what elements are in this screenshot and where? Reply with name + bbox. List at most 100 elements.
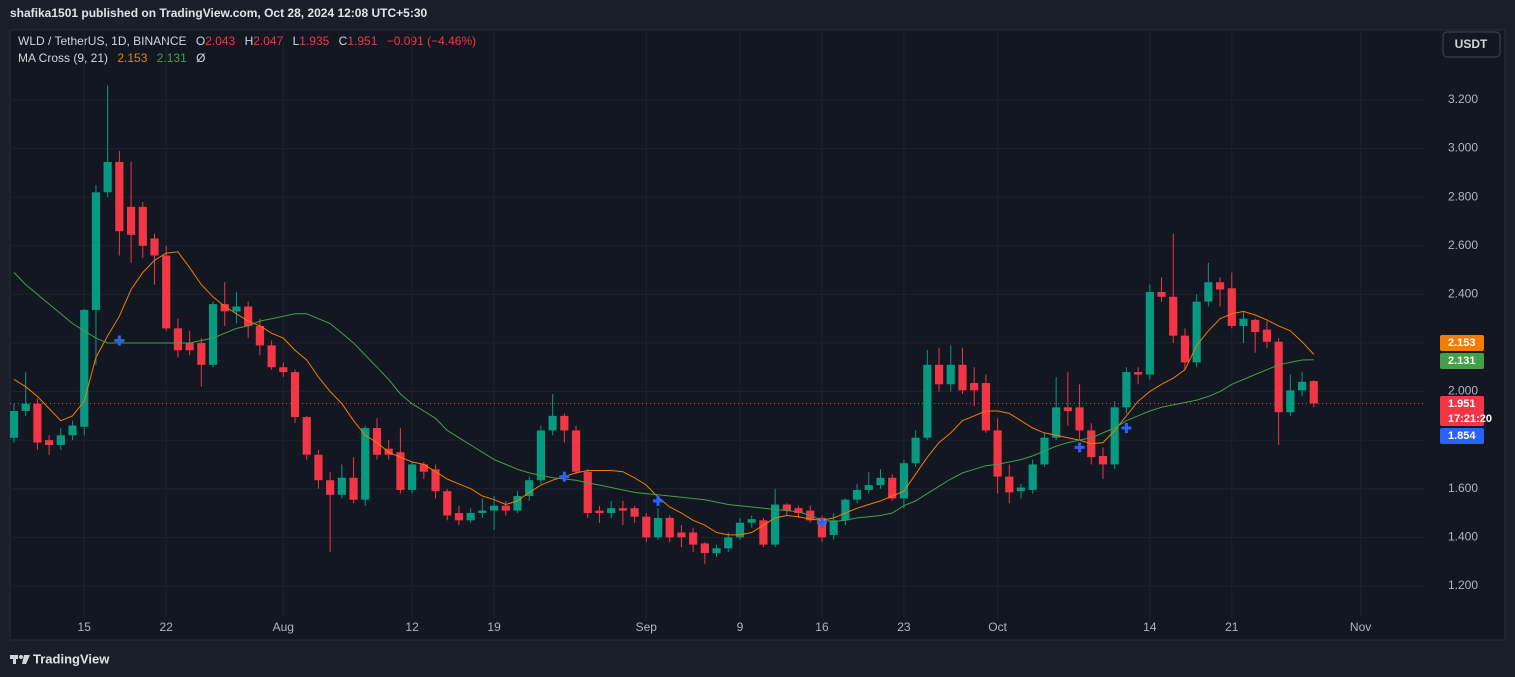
candle-body (197, 342, 206, 365)
price-tag (1440, 335, 1484, 351)
candle-body (150, 238, 159, 256)
ohlc-value: 2.047 (253, 34, 283, 48)
candle-body (665, 517, 674, 538)
legend-row: WLD / TetherUS, 1D, BINANCE O2.043 H2.04… (18, 34, 476, 48)
candle-body (525, 480, 534, 497)
brand-logo (10, 655, 30, 664)
cross-signal (1074, 442, 1085, 453)
candle-body (1098, 455, 1108, 465)
currency-label[interactable]: USDT (1455, 37, 1488, 51)
candle-body (1251, 319, 1260, 333)
candle-body (1309, 381, 1318, 404)
y-tick-label: 3.000 (1448, 141, 1478, 155)
axes: 1.2001.4001.6001.8002.0002.2002.4002.600… (78, 92, 1492, 634)
candle-body (700, 543, 709, 554)
candle-body (1110, 407, 1119, 465)
candle-body (255, 325, 264, 346)
candle-body (782, 504, 791, 511)
candle-body (80, 309, 89, 427)
candle-body (478, 510, 487, 514)
indicator-legend: MA Cross (9, 21) 2.153 2.131 Ø (18, 51, 205, 65)
candle-body (1005, 476, 1014, 493)
candle-body (1297, 381, 1307, 391)
candle-body (864, 485, 873, 490)
candle-body (1192, 301, 1201, 363)
candle-body (934, 364, 944, 385)
ohlc-value: 1.951 (347, 34, 377, 48)
candle-body (1016, 487, 1026, 492)
ohlc-label: L (293, 34, 300, 48)
price-tag-label: 1.854 (1448, 430, 1476, 442)
candle-body (911, 437, 920, 464)
ohlc-label: O (196, 34, 205, 48)
candle-body (724, 537, 733, 549)
candle-body (302, 417, 311, 455)
candle-body (1122, 372, 1131, 408)
candle-body (1274, 341, 1283, 413)
candle-body (454, 513, 464, 521)
moving-average-line (13, 251, 1315, 536)
candle-body (220, 304, 229, 312)
candle-body (560, 415, 569, 431)
candle-body (536, 430, 546, 481)
candle-body (33, 403, 42, 443)
candle-body (712, 548, 721, 554)
y-tick-label: 1.600 (1448, 481, 1478, 495)
change: −0.091 (−4.46%) (387, 34, 476, 48)
x-tick-label: Oct (988, 620, 1007, 634)
candle-body (1227, 288, 1236, 326)
candle-body (279, 367, 288, 373)
candle-body (513, 496, 522, 511)
candle-body (326, 480, 335, 495)
candle-body (548, 415, 557, 431)
candle-body (1215, 282, 1225, 290)
candle-body (349, 477, 358, 500)
candle-body (115, 161, 124, 232)
candle-body (1028, 464, 1037, 490)
x-tick-label: 15 (78, 620, 92, 634)
candle-body (244, 306, 253, 326)
candle-body (68, 425, 77, 436)
candle-body (232, 306, 241, 312)
candle-body (337, 477, 346, 495)
ohlc-value: 2.043 (205, 34, 235, 48)
candle-body (735, 522, 745, 538)
candle-body (1262, 329, 1272, 342)
candle-body (396, 452, 405, 490)
candle-body (923, 364, 932, 438)
countdown: 17:21:20 (1448, 413, 1492, 425)
candle-body (1204, 282, 1213, 302)
candle-body (431, 469, 440, 492)
currency-button[interactable] (1442, 31, 1501, 58)
candle-body (103, 161, 112, 193)
y-tick-label: 3.200 (1448, 92, 1478, 106)
candle-body (267, 345, 276, 368)
candle-body (899, 463, 909, 499)
candle-body (794, 508, 803, 514)
candle-body (443, 491, 452, 516)
candle-body (981, 383, 990, 431)
candle-body (630, 508, 639, 517)
x-tick-label: Nov (1350, 620, 1371, 634)
candle-body (501, 505, 510, 511)
indicator-name: MA Cross (9, 21) (18, 51, 108, 65)
x-tick-label: 22 (160, 620, 174, 634)
cross-signal (559, 471, 570, 482)
candle-body (45, 440, 54, 446)
ohlc-label: C (339, 34, 348, 48)
candle-body (489, 505, 499, 511)
candle-body (653, 517, 663, 538)
y-tick-label: 2.400 (1448, 287, 1478, 301)
indicator-suffix: Ø (196, 51, 205, 65)
candle-body (126, 206, 136, 235)
cross-signal (1121, 422, 1132, 433)
candle-body (1145, 291, 1154, 375)
candle-body (10, 410, 19, 438)
x-tick-label: Aug (273, 620, 294, 634)
y-tick-label: 2.000 (1448, 384, 1478, 398)
candle-body (361, 427, 370, 500)
candle-body (419, 464, 428, 472)
x-tick-label: 16 (815, 620, 829, 634)
candle-body (1134, 372, 1143, 375)
